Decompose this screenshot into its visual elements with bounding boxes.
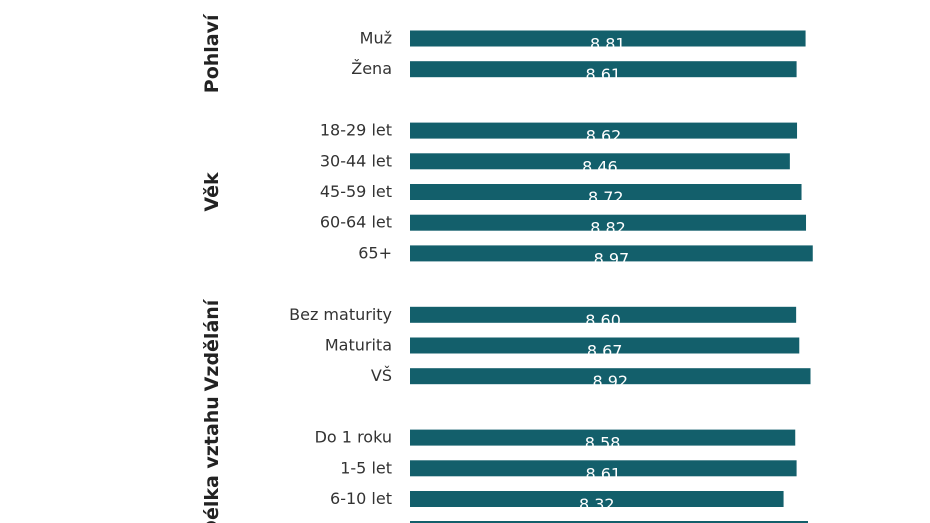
- category-label: 60-64 let: [320, 213, 392, 232]
- category-label: VŠ: [371, 366, 392, 385]
- value-label: 8.61: [585, 464, 621, 483]
- bar: [410, 245, 813, 262]
- value-label: 8.67: [587, 342, 623, 361]
- category-label: 45-59 let: [320, 182, 392, 201]
- bar-partial: [410, 521, 808, 523]
- bar: [410, 306, 797, 323]
- value-label: 8.58: [585, 434, 621, 453]
- bar: [410, 337, 800, 354]
- value-label: 8.92: [592, 372, 628, 391]
- value-label: 8.60: [585, 311, 621, 330]
- value-label: 8.97: [594, 249, 630, 268]
- category-label: Muž: [360, 29, 392, 48]
- value-label: 8.62: [586, 127, 622, 146]
- bar: [410, 122, 798, 139]
- category-label: 30-44 let: [320, 151, 392, 170]
- bar: [410, 429, 796, 446]
- group-label: Pohlaví: [201, 13, 223, 93]
- category-label: Žena: [351, 59, 392, 78]
- bar: [410, 153, 790, 170]
- value-label: 8.61: [585, 65, 621, 84]
- bar: [410, 30, 806, 47]
- category-label: 18-29 let: [320, 121, 392, 140]
- bar: [410, 61, 797, 78]
- bar: [410, 184, 802, 200]
- bar: [410, 214, 807, 231]
- category-label: 65+: [358, 243, 392, 262]
- group-label: Vzdělání: [201, 298, 223, 391]
- category-label: 1-5 let: [340, 458, 392, 477]
- group-label: Délka vztahu: [201, 396, 223, 523]
- value-label: 8.82: [590, 219, 626, 238]
- category-label: Maturita: [325, 336, 392, 355]
- value-label: 8.72: [588, 188, 624, 207]
- category-label: Bez maturity: [289, 305, 392, 324]
- category-label: 6-10 let: [330, 489, 392, 508]
- bar: [410, 368, 811, 385]
- group-label: Věk: [201, 172, 223, 212]
- value-label: 8.46: [582, 157, 618, 176]
- bar: [410, 460, 797, 477]
- category-label: Do 1 roku: [315, 428, 392, 447]
- bar: [410, 491, 784, 507]
- value-label: 8.81: [590, 35, 626, 54]
- value-label: 8.32: [579, 495, 615, 514]
